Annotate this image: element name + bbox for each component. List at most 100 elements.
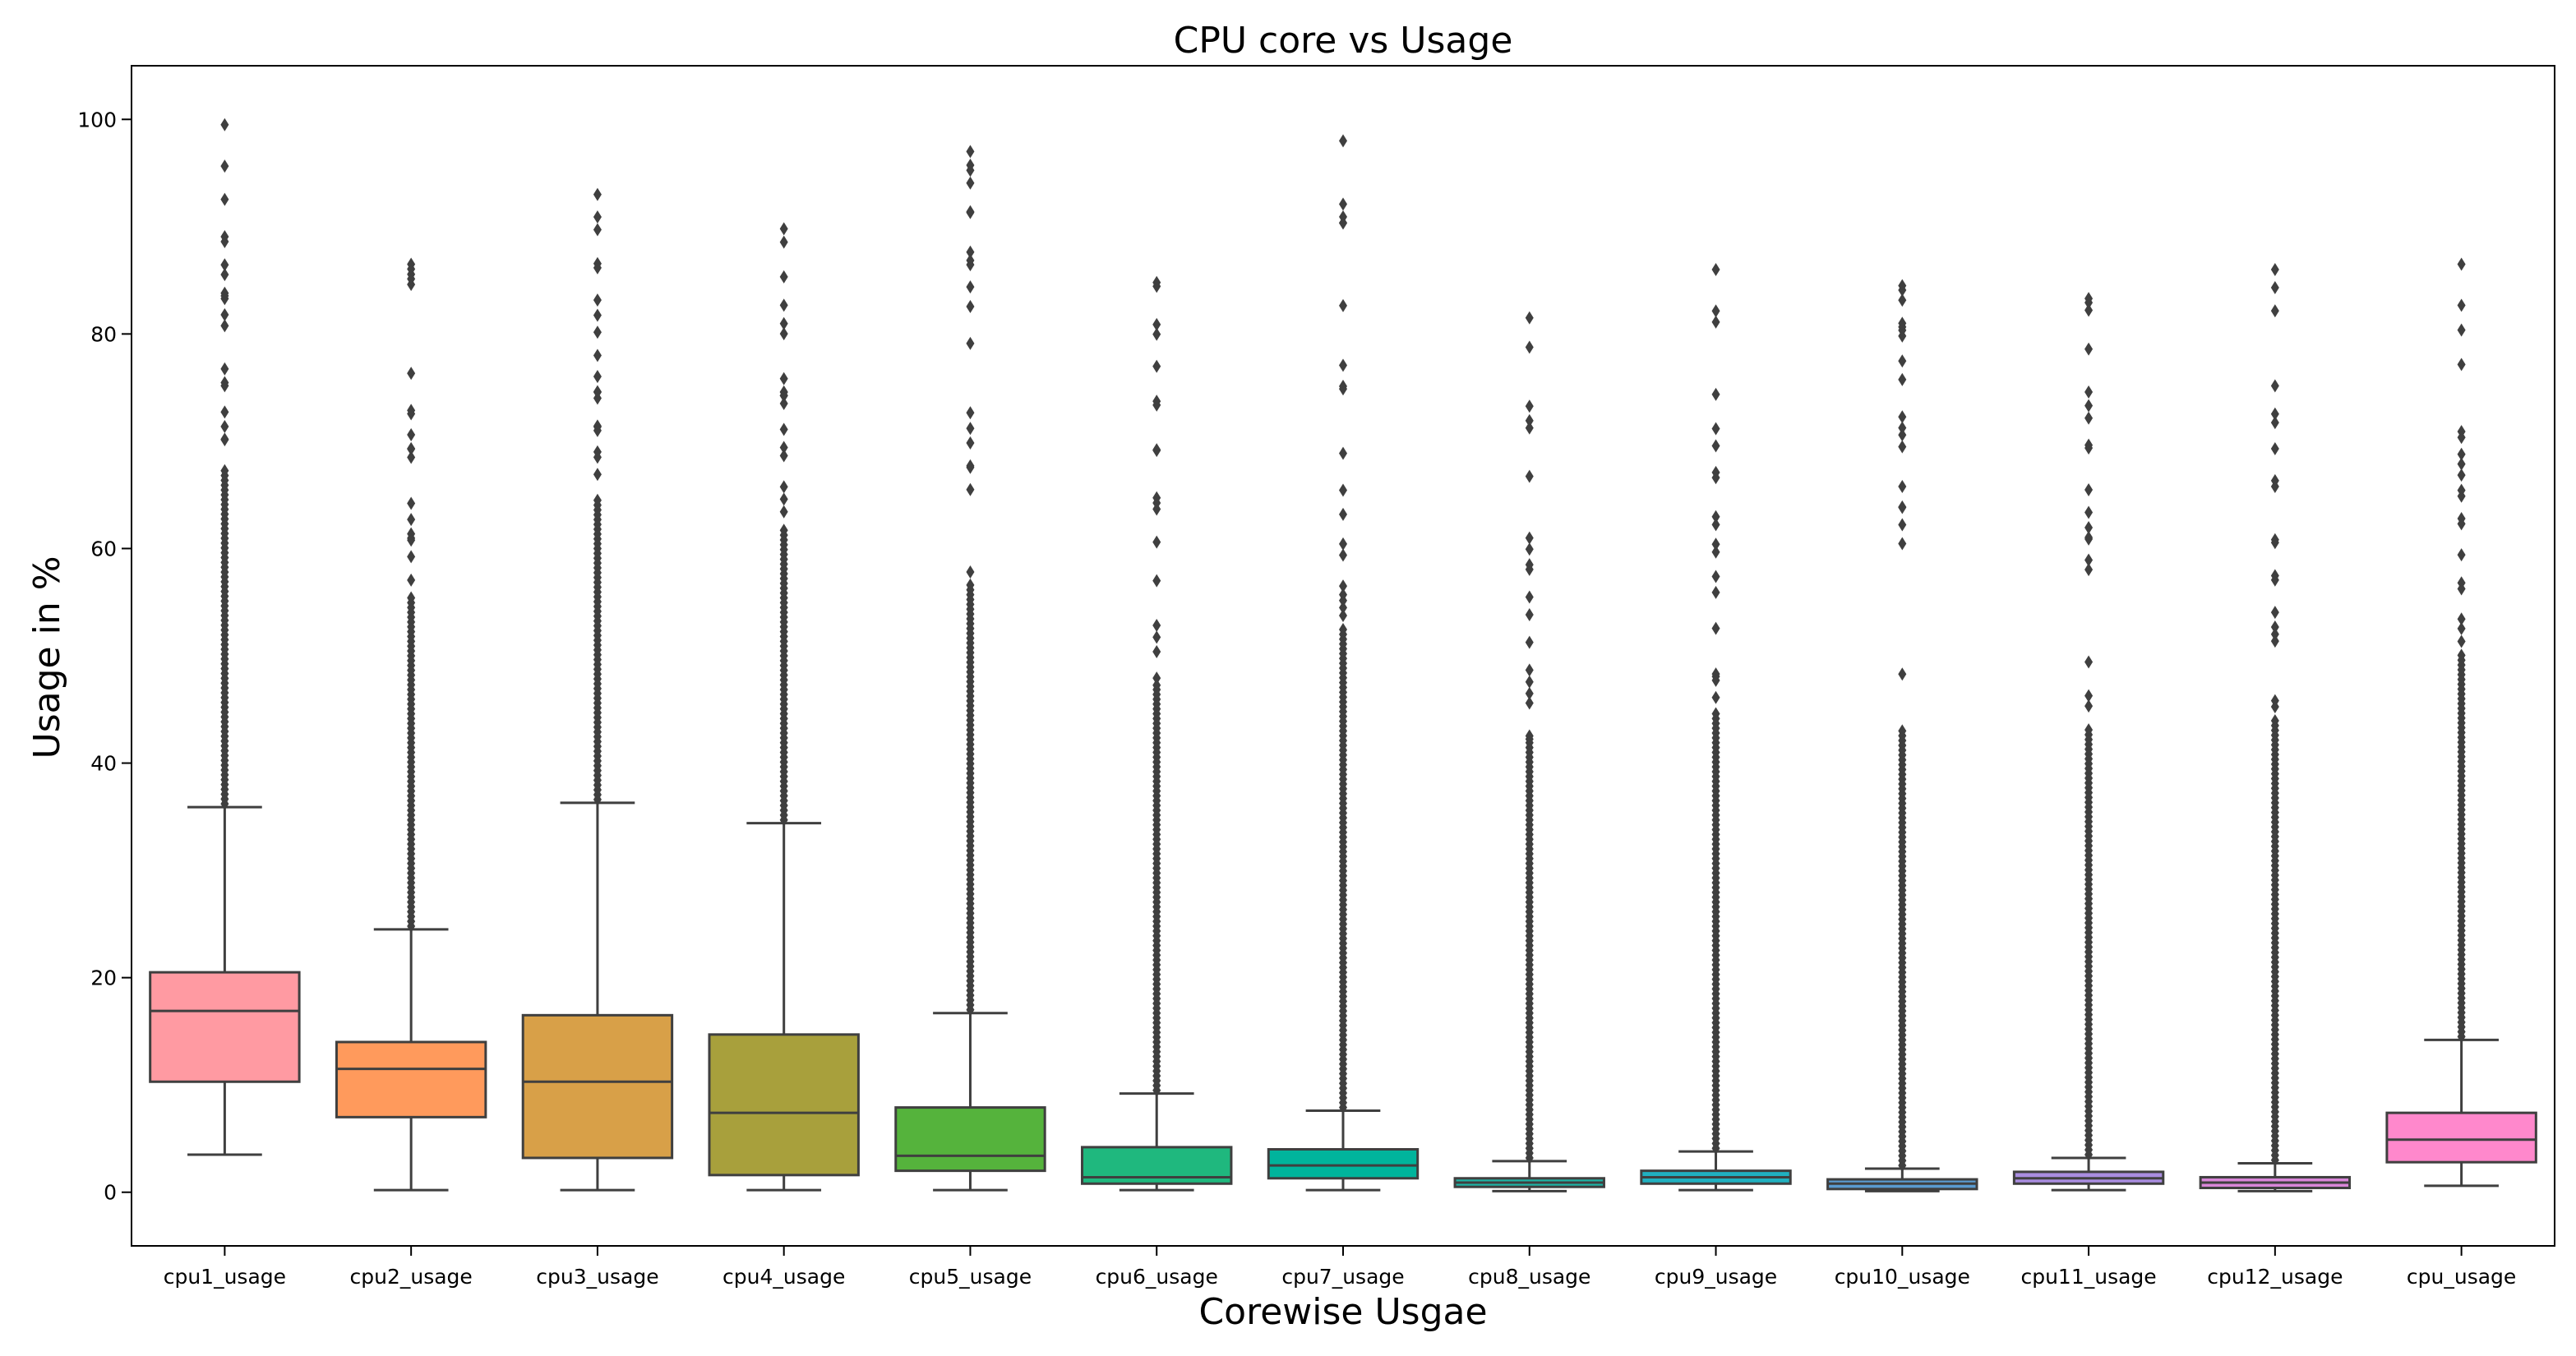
- outlier-marker: [1339, 537, 1347, 551]
- outlier-marker: [1525, 675, 1534, 689]
- outlier-marker: [1711, 518, 1720, 532]
- outlier-marker: [779, 422, 788, 436]
- outlier-marker: [1152, 678, 1161, 692]
- outlier-marker: [2270, 407, 2279, 421]
- outlier-marker: [966, 565, 975, 579]
- x-tick-label: cpu2_usage: [349, 1265, 472, 1289]
- outlier-marker: [966, 280, 975, 294]
- outlier-marker: [2457, 447, 2466, 461]
- outlier-marker: [779, 505, 788, 519]
- y-tick-label: 80: [90, 322, 117, 346]
- outlier-marker: [966, 205, 975, 219]
- outlier-marker: [2084, 520, 2094, 534]
- outlier-marker: [2457, 357, 2466, 371]
- y-tick-label: 40: [90, 752, 117, 776]
- outlier-marker: [779, 389, 788, 403]
- outlier-marker: [1339, 134, 1347, 148]
- box-iqr: [521, 1013, 674, 1160]
- outlier-marker: [1711, 471, 1720, 485]
- outlier-marker: [407, 591, 416, 605]
- outlier-marker: [2270, 694, 2279, 708]
- outlier-marker: [2084, 438, 2094, 452]
- outlier-marker: [593, 385, 602, 399]
- outlier-marker: [966, 164, 975, 178]
- outlier-marker: [593, 223, 602, 237]
- outlier-marker: [779, 270, 788, 284]
- x-tick-label: cpu10_usage: [1835, 1265, 1970, 1289]
- outlier-marker: [1711, 263, 1720, 277]
- outlier-marker: [1152, 491, 1161, 505]
- outlier-marker: [1339, 507, 1347, 521]
- x-tick-label: cpu11_usage: [2020, 1265, 2156, 1289]
- outlier-marker: [593, 450, 602, 464]
- box-iqr: [2385, 1111, 2537, 1164]
- outlier-marker: [1711, 537, 1720, 551]
- outlier-marker: [593, 308, 602, 322]
- outlier-marker: [2457, 517, 2466, 531]
- outlier-marker: [2084, 505, 2094, 519]
- x-tick-label: cpu9_usage: [1655, 1265, 1777, 1289]
- outlier-marker: [1898, 293, 1907, 307]
- outlier-marker: [779, 235, 788, 249]
- outlier-marker: [1339, 382, 1347, 396]
- outlier-marker: [2270, 416, 2279, 430]
- outlier-marker: [1525, 340, 1534, 354]
- y-tick-label: 20: [90, 966, 117, 990]
- outlier-marker: [593, 210, 602, 224]
- outlier-marker: [1525, 413, 1534, 427]
- outlier-marker: [2084, 482, 2094, 496]
- outlier-marker: [1525, 635, 1534, 649]
- outlier-marker: [779, 327, 788, 341]
- outlier-marker: [1152, 645, 1161, 659]
- x-tick-label: cpu12_usage: [2207, 1265, 2343, 1289]
- outlier-marker: [1339, 358, 1347, 372]
- outlier-marker: [1339, 483, 1347, 497]
- outlier-marker: [1711, 545, 1720, 559]
- outlier-marker: [779, 449, 788, 463]
- outlier-marker: [220, 159, 229, 173]
- outlier-marker: [1711, 707, 1720, 721]
- outlier-marker: [2084, 689, 2094, 703]
- outlier-marker: [1525, 542, 1534, 556]
- outlier-marker: [2457, 548, 2466, 562]
- outlier-marker: [2270, 573, 2279, 587]
- outlier-marker: [1339, 197, 1347, 211]
- outlier-marker: [2084, 655, 2094, 669]
- x-tick-label: cpu8_usage: [1468, 1265, 1590, 1289]
- outlier-marker: [1898, 724, 1907, 738]
- outlier-marker: [220, 433, 229, 447]
- outlier-marker: [1711, 304, 1720, 318]
- outlier-marker: [1898, 354, 1907, 368]
- outlier-marker: [220, 258, 229, 272]
- outlier-marker: [1711, 439, 1720, 453]
- y-tick-label: 60: [90, 537, 117, 560]
- outlier-marker: [407, 496, 416, 510]
- outlier-marker: [1898, 518, 1907, 532]
- outlier-marker: [2457, 489, 2466, 503]
- outlier-marker: [220, 405, 229, 419]
- outlier-marker: [966, 436, 975, 450]
- outlier-marker: [1152, 317, 1161, 331]
- outlier-marker: [966, 299, 975, 313]
- outlier-marker: [1711, 585, 1720, 599]
- outlier-marker: [2084, 563, 2094, 577]
- outlier-marker: [966, 258, 975, 272]
- outlier-marker: [593, 261, 602, 274]
- x-tick-label: cpu3_usage: [536, 1265, 658, 1289]
- outlier-marker: [779, 298, 788, 312]
- outlier-marker: [220, 288, 229, 302]
- outlier-marker: [2457, 634, 2466, 648]
- outlier-marker: [1525, 663, 1534, 677]
- outlier-marker: [2457, 468, 2466, 482]
- outlier-marker: [407, 450, 416, 464]
- outlier-marker: [1339, 579, 1347, 593]
- outlier-marker: [1525, 421, 1534, 435]
- outlier-marker: [407, 441, 416, 455]
- outlier-marker: [2270, 620, 2279, 634]
- outlier-marker: [1898, 479, 1907, 493]
- outlier-marker: [1339, 210, 1347, 224]
- outlier-marker: [1898, 421, 1907, 435]
- outlier-marker: [1711, 315, 1720, 329]
- outlier-marker: [779, 222, 788, 236]
- outlier-marker: [2084, 342, 2094, 356]
